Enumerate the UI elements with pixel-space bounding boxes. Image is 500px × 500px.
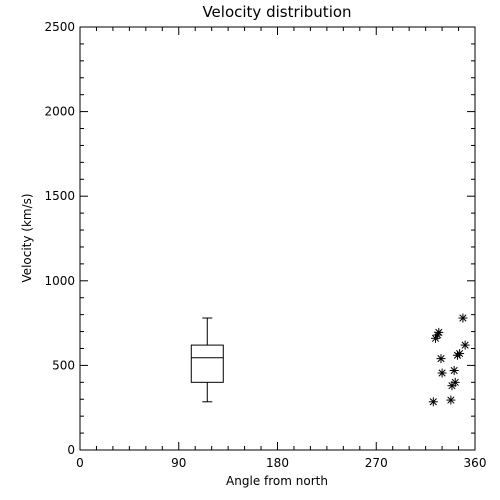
y-axis: 0 500 1000 1500 2000 2500: [44, 20, 475, 457]
asterisk-stroke: [461, 341, 469, 349]
asterisk-stroke: [437, 355, 445, 363]
y-tick-label: 2500: [44, 20, 75, 34]
y-tick-label: 0: [67, 443, 75, 457]
y-axis-title: Velocity (km/s): [20, 193, 34, 282]
x-tick-label: 180: [266, 456, 289, 470]
scatter-point: [437, 368, 447, 378]
asterisk-stroke: [438, 369, 446, 377]
scatter-point: [428, 397, 438, 407]
asterisk-stroke: [447, 396, 455, 404]
scatter-point: [455, 349, 465, 359]
scatter-point: [449, 365, 459, 375]
box-iqr: [190, 344, 224, 383]
y-tick-label: 1500: [44, 189, 75, 203]
scatter-point: [436, 354, 446, 364]
asterisk-stroke: [451, 378, 459, 386]
scatter-point: [450, 377, 460, 387]
x-axis-title: Angle from north: [226, 474, 328, 488]
y-tick-label: 1000: [44, 274, 75, 288]
x-tick-label: 90: [171, 456, 186, 470]
y-tick-label: 500: [52, 358, 75, 372]
asterisk-stroke: [450, 366, 458, 375]
y-tick-label: 2000: [44, 105, 75, 119]
asterisk-stroke: [435, 328, 443, 336]
chart-title: Velocity distribution: [202, 3, 351, 21]
asterisk-stroke: [459, 314, 467, 322]
scatter-series: [428, 313, 470, 407]
plot-frame: [79, 26, 476, 451]
asterisk-stroke: [429, 398, 437, 406]
scatter-point: [446, 395, 456, 405]
scatter-point: [434, 327, 444, 337]
x-tick-label: 0: [76, 456, 84, 470]
box-plot: [190, 317, 224, 403]
asterisk-stroke: [456, 349, 464, 358]
x-tick-label: 270: [365, 456, 388, 470]
scatter-point: [460, 340, 470, 350]
x-tick-label: 360: [464, 456, 487, 470]
x-axis: 0 90 180 270 360: [76, 27, 486, 470]
scatter-point: [458, 313, 468, 323]
